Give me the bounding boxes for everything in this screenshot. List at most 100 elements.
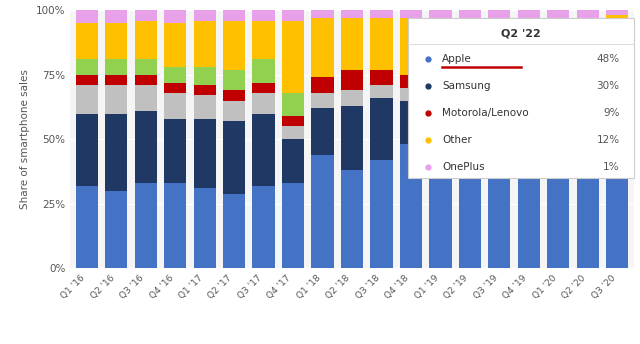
Bar: [193, 67, 216, 85]
Bar: [341, 70, 363, 90]
Bar: [488, 83, 511, 152]
Bar: [400, 88, 422, 100]
Bar: [164, 119, 186, 183]
Bar: [76, 85, 98, 114]
Bar: [134, 111, 157, 183]
Bar: [547, 170, 570, 268]
Bar: [577, 23, 599, 57]
Bar: [193, 96, 216, 119]
Bar: [164, 23, 186, 67]
Bar: [312, 77, 333, 93]
Bar: [312, 155, 333, 268]
Text: 9%: 9%: [603, 108, 620, 118]
Bar: [429, 173, 451, 268]
Bar: [134, 59, 157, 75]
Bar: [429, 10, 451, 21]
Bar: [459, 77, 481, 93]
Bar: [223, 100, 245, 121]
Bar: [164, 10, 186, 23]
Bar: [223, 70, 245, 90]
Bar: [253, 186, 275, 268]
Bar: [105, 59, 127, 75]
Bar: [223, 21, 245, 70]
Bar: [547, 10, 570, 21]
Bar: [518, 62, 540, 75]
Bar: [488, 72, 511, 83]
Bar: [76, 186, 98, 268]
Bar: [518, 18, 540, 62]
Bar: [518, 85, 540, 152]
Bar: [105, 10, 127, 23]
Bar: [547, 59, 570, 77]
Bar: [76, 10, 98, 23]
Bar: [193, 85, 216, 95]
Bar: [518, 152, 540, 268]
Y-axis label: Share of smartphone sales: Share of smartphone sales: [20, 69, 31, 209]
Bar: [76, 75, 98, 85]
Bar: [459, 165, 481, 268]
Bar: [371, 10, 392, 18]
Bar: [488, 57, 511, 72]
Bar: [547, 77, 570, 170]
Bar: [577, 10, 599, 23]
Bar: [223, 10, 245, 21]
Bar: [282, 126, 304, 139]
Bar: [577, 158, 599, 268]
Bar: [134, 21, 157, 59]
Bar: [429, 80, 451, 95]
Bar: [459, 10, 481, 18]
Bar: [371, 160, 392, 268]
Bar: [105, 85, 127, 114]
Bar: [105, 23, 127, 59]
Bar: [518, 10, 540, 18]
Bar: [134, 75, 157, 85]
Bar: [429, 96, 451, 108]
Bar: [105, 114, 127, 191]
Text: Samsung: Samsung: [442, 81, 491, 91]
Bar: [429, 21, 451, 80]
FancyBboxPatch shape: [408, 18, 634, 178]
Bar: [282, 183, 304, 268]
Bar: [547, 21, 570, 59]
Bar: [400, 10, 422, 18]
Bar: [488, 152, 511, 268]
Bar: [488, 18, 511, 57]
Bar: [105, 191, 127, 268]
Bar: [253, 93, 275, 114]
Bar: [400, 100, 422, 144]
Bar: [371, 69, 392, 85]
Bar: [341, 170, 363, 268]
Text: Motorola/Lenovo: Motorola/Lenovo: [442, 108, 529, 118]
Bar: [253, 60, 275, 83]
Text: 30%: 30%: [596, 81, 620, 91]
Text: Q2 '22: Q2 '22: [501, 29, 541, 39]
Bar: [312, 108, 333, 155]
Bar: [312, 10, 333, 18]
Bar: [76, 59, 98, 75]
Bar: [312, 18, 333, 77]
Bar: [164, 67, 186, 83]
Bar: [253, 21, 275, 59]
Bar: [223, 193, 245, 268]
Bar: [606, 147, 628, 268]
Bar: [134, 85, 157, 111]
Bar: [606, 46, 628, 70]
Bar: [341, 106, 363, 170]
Bar: [223, 121, 245, 193]
Bar: [253, 83, 275, 93]
Bar: [223, 90, 245, 100]
Bar: [371, 18, 392, 70]
Bar: [400, 18, 422, 75]
Bar: [76, 114, 98, 186]
Bar: [341, 18, 363, 70]
Text: Apple: Apple: [442, 54, 472, 64]
Bar: [341, 10, 363, 18]
Bar: [193, 119, 216, 189]
Bar: [282, 93, 304, 116]
Bar: [459, 106, 481, 165]
Bar: [282, 139, 304, 183]
Bar: [371, 85, 392, 98]
Bar: [193, 21, 216, 67]
Bar: [341, 90, 363, 106]
Text: 12%: 12%: [596, 135, 620, 145]
